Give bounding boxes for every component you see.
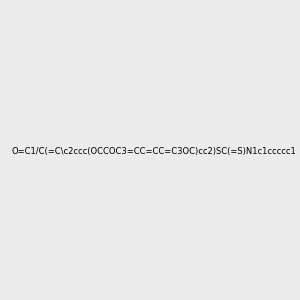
Text: O=C1/C(=C\c2ccc(OCCOC3=CC=CC=C3OC)cc2)SC(=S)N1c1ccccc1: O=C1/C(=C\c2ccc(OCCOC3=CC=CC=C3OC)cc2)SC… [11,147,296,156]
